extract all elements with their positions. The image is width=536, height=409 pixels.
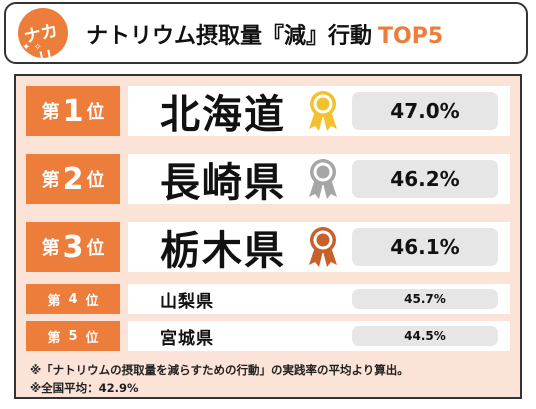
rank-suffix: 位 — [86, 170, 105, 191]
rank-suffix: 位 — [85, 293, 99, 309]
rank-prefix: 第 — [41, 170, 60, 191]
prefecture-name: 山梨県 — [160, 291, 214, 312]
ranking-card: 栃木県 46.1% — [128, 222, 510, 274]
rank-suffix: 位 — [86, 102, 105, 123]
rank-prefix: 第 — [47, 330, 61, 346]
rank-number: 5 — [68, 328, 78, 344]
prefecture-name: 宮城県 — [160, 328, 214, 349]
ranking-card: 宮城県 44.5% — [128, 321, 510, 351]
rank-prefix: 第 — [41, 102, 60, 123]
sparkle-icon: ✦ ✧ — [22, 42, 42, 53]
rate-value: 45.7% — [352, 289, 498, 309]
rank-number: 2 — [62, 161, 84, 197]
rate-value: 46.2% — [352, 160, 498, 198]
header: ナカリ ✦ ✧ ナトリウム摂取量『減』行動 TOP5 — [4, 2, 528, 64]
rank-prefix: 第 — [47, 293, 61, 309]
ranking-card: 長崎県 46.2% — [128, 154, 510, 206]
gold-medal-icon — [306, 89, 340, 133]
rank-number: 1 — [62, 93, 84, 129]
footnote-method: ※「ナトリウムの摂取量を減らすための行動」の実践率の平均より算出。 — [30, 363, 409, 377]
rate-value: 47.0% — [352, 92, 498, 130]
rank-suffix: 位 — [86, 238, 105, 259]
title-main: ナトリウム摂取量『減』行動 — [86, 24, 373, 49]
rate-value: 44.5% — [352, 326, 498, 346]
title-accent: TOP5 — [378, 24, 444, 49]
ranking-card: 山梨県 45.7% — [128, 284, 510, 314]
page-title: ナトリウム摂取量『減』行動 TOP5 — [86, 18, 443, 50]
rank-number: 4 — [68, 291, 78, 307]
footnote-national-average: ※全国平均：42.9% — [30, 381, 139, 395]
prefecture-name: 長崎県 — [160, 160, 286, 206]
rank-number: 3 — [62, 229, 84, 265]
rank-prefix: 第 — [41, 238, 60, 259]
ranking-card: 北海道 47.0% — [128, 86, 510, 138]
prefecture-name: 北海道 — [160, 92, 286, 138]
rank-suffix: 位 — [85, 330, 99, 346]
prefecture-name: 栃木県 — [160, 228, 286, 274]
bronze-medal-icon — [306, 225, 340, 269]
rate-value: 46.1% — [352, 228, 498, 266]
footnotes: ※「ナトリウムの摂取量を減らすための行動」の実践率の平均より算出。 ※全国平均：… — [30, 361, 409, 397]
silver-medal-icon — [306, 157, 340, 201]
brand-logo: ナカリ ✦ ✧ — [18, 8, 68, 58]
